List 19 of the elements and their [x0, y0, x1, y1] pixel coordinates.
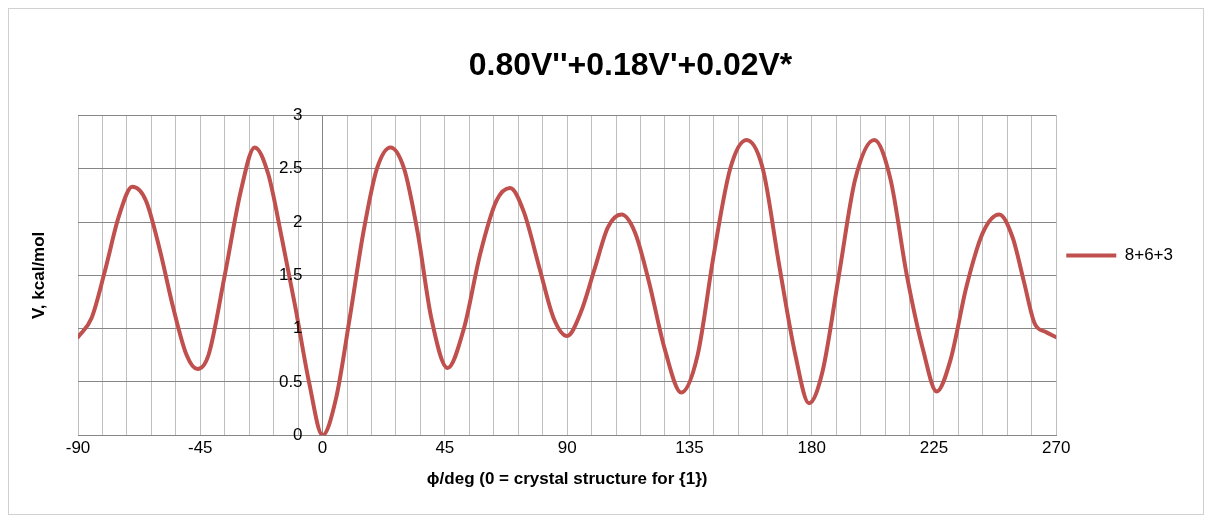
legend-label: 8+6+3	[1124, 245, 1174, 265]
x-tick-label: 225	[919, 438, 949, 458]
x-tick-label: 45	[435, 438, 455, 458]
x-tick-label: 90	[557, 438, 577, 458]
y-tick-label: 0	[293, 424, 303, 444]
x-tick-label: 180	[797, 438, 826, 458]
y-axis-title: V, kcal/mol	[28, 231, 48, 319]
y-tick-label: 1	[293, 318, 303, 338]
x-tick-label: 135	[675, 438, 704, 458]
x-axis-title: ϕ/deg (0 = crystal structure for {1})	[426, 469, 708, 489]
x-tick-label: 0	[317, 438, 328, 458]
x-tick-label: -90	[65, 438, 91, 458]
x-tick-label: -45	[188, 438, 213, 458]
chart-title: 0.80V''+0.18V'+0.02V*	[468, 46, 793, 83]
y-tick-label: 2	[293, 211, 303, 231]
y-tick-label: 3	[293, 105, 303, 125]
y-tick-label: 2.5	[278, 158, 303, 178]
y-tick-label: 0.5	[278, 371, 303, 391]
x-tick-label: 270	[1042, 438, 1071, 458]
